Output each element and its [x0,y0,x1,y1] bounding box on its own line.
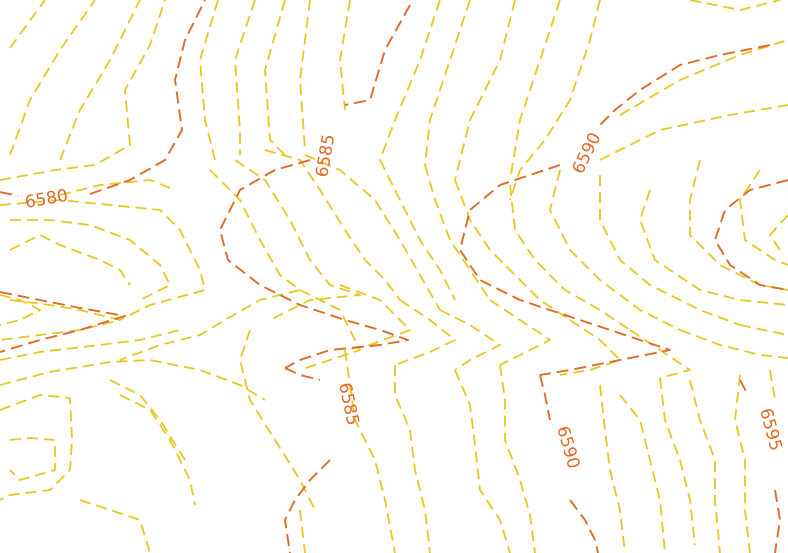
minor-contour-line [234,159,361,321]
minor-contour-line [0,329,181,361]
minor-contour-line [739,169,788,266]
index-contour-6590 [569,499,599,553]
index-contour-6595 [739,379,749,396]
minor-contour-line [549,169,681,331]
minor-contour-line [59,0,141,161]
minor-contour-line [9,437,56,481]
minor-contour-line [619,39,788,116]
minor-contour-line [679,329,788,359]
minor-contour-line [10,219,171,301]
index-contour-6585 [344,4,411,106]
index-contour-6590 [599,44,771,126]
minor-contour-line [109,379,186,461]
index-contour-6585 [284,459,331,553]
minor-contour-line [0,359,266,401]
contour-label: 6595 [755,406,786,453]
minor-contour-line [0,299,121,341]
minor-contour-line [304,154,441,311]
contour-label: 6580 [23,186,69,213]
minor-contour-line [0,199,206,321]
minor-contour-line [234,0,256,155]
minor-contour-line [79,499,151,553]
minor-contour-line [739,324,788,336]
contour-label: 6590 [569,130,606,178]
minor-contour-line [769,214,788,251]
minor-contour-line [264,0,286,156]
minor-contour-line [59,179,176,196]
minor-contour-line [769,369,776,401]
minor-contour-line [9,0,46,49]
minor-contour-line [689,0,781,11]
index-contour-6580 [0,191,19,197]
minor-contour-line [509,184,631,331]
minor-contour-line [339,0,351,111]
minor-contour-line [619,394,666,553]
minor-contour-line [344,349,396,553]
minor-contour-line [299,0,311,151]
minor-contour-line [299,289,361,371]
minor-contour-line [424,0,471,166]
minor-contour-line [454,0,516,181]
minor-contour-line [394,365,431,553]
minor-contour-line [439,309,501,371]
minor-contour-line [119,394,196,506]
minor-contour-line [559,319,621,376]
minor-contour-line [499,364,536,553]
index-contour-6580 [0,291,126,353]
index-contour-6595 [774,489,781,553]
index-contour-6590 [539,374,551,421]
minor-contour-line [379,159,456,301]
minor-contour-line [9,234,131,286]
index-contour-6580 [89,0,206,195]
minor-contour-line [689,159,788,291]
minor-contour-line [9,0,96,156]
minor-contour-line [0,294,41,326]
minor-contour-line [394,299,456,366]
contour-label: 6585 [312,133,339,179]
minor-contour-line [339,284,411,351]
minor-contour-line [639,189,788,306]
minor-contour-line [199,0,219,161]
minor-contour-line [239,329,316,511]
minor-contour-line [734,374,751,553]
minor-contour-line [509,0,561,181]
minor-contour-line [0,0,166,181]
minor-contour-line [599,175,741,326]
minor-contour-line [489,299,551,366]
minor-contour-line [599,104,788,161]
minor-contour-line [264,149,401,301]
index-contour-6585 [284,367,321,381]
minor-contour-line [299,509,306,553]
minor-contour-line [454,369,511,553]
contour-label: 6590 [552,424,583,471]
minor-contour-line [454,179,571,321]
minor-contour-line [599,384,626,553]
index-contour-6585 [219,159,409,369]
minor-contour-line [424,164,491,301]
minor-contour-line [509,0,601,201]
contour-label: 6585 [334,381,363,427]
index-contour-6595 [714,179,788,291]
minor-contour-line [119,169,301,361]
minor-contour-line [689,379,721,553]
minor-contour-line [659,377,696,546]
minor-contour-line [379,0,441,161]
minor-contour-line [0,394,73,501]
contour-labels: 6580 6585 6590 6585 6590 6595 [23,130,785,471]
minor-contour-line [629,329,691,379]
index-contour-6590 [459,164,671,376]
